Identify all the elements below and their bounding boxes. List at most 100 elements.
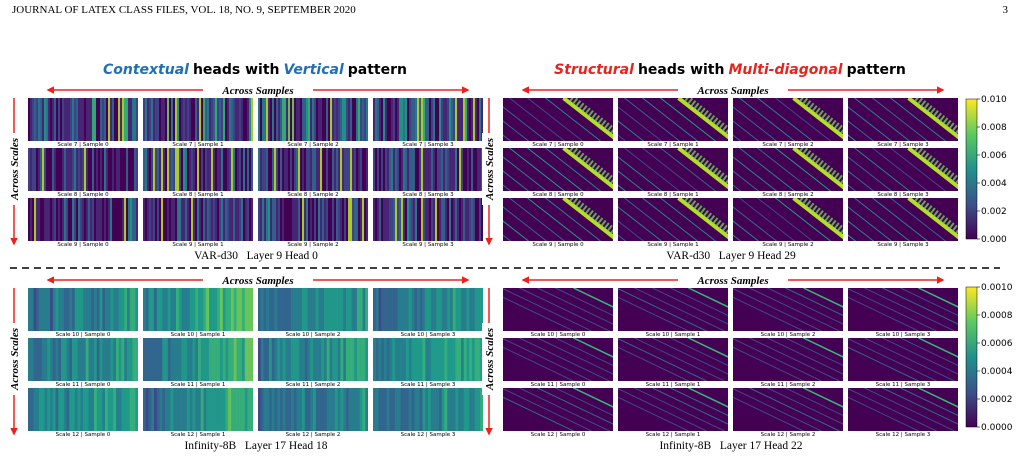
heatmap-stripe (403, 338, 407, 381)
heatmap-stripe (145, 288, 149, 331)
heatmap-stripe (313, 338, 317, 381)
heatmap-stripe (393, 198, 396, 241)
heatmap-stripe (170, 288, 174, 331)
heatmap-stripe (423, 98, 426, 141)
subplot-label: Scale 7 | Sample 2 (762, 142, 813, 148)
heatmap-diagonal (642, 98, 698, 141)
heatmap-stripe (286, 198, 289, 241)
heatmap-stripe (266, 148, 269, 191)
heatmap-stripe (80, 148, 83, 191)
heatmap-stripe (203, 148, 206, 191)
heatmap-stripe (173, 388, 177, 431)
heatmap-stripe (96, 198, 99, 241)
heatmap-stripe (383, 198, 386, 241)
heatmap-stripe (44, 148, 47, 191)
heatmap-stripe (72, 288, 76, 331)
heatmap-stripe (302, 288, 306, 331)
heatmap-diagonal (918, 288, 958, 308)
heatmap-stripe (313, 388, 317, 431)
heatmap-stripe (408, 388, 412, 431)
heatmap-stripe (243, 198, 246, 241)
heatmap-stripe (213, 148, 216, 191)
heatmap-diagonal (670, 288, 728, 317)
heatmap-stripe (387, 148, 390, 191)
heatmap-stripe (264, 98, 267, 141)
heatmap-stripe (200, 388, 204, 431)
heatmap-stripe (228, 288, 232, 331)
heatmap (618, 288, 728, 331)
heatmap-stripe (63, 388, 67, 431)
heatmap-stripe (348, 148, 351, 191)
heatmap-stripe (316, 148, 319, 191)
heatmap-stripe (447, 288, 451, 331)
heatmap-stripe (472, 338, 476, 381)
heatmap-stripe (165, 198, 168, 241)
heatmap-stripe (181, 338, 185, 381)
heatmap-stripe (405, 98, 408, 141)
heatmap-stripe (44, 288, 48, 331)
heatmap-stripe (239, 98, 242, 141)
heatmap-stripe (360, 98, 363, 141)
heatmap-stripe (399, 198, 402, 241)
heatmap-stripe (176, 388, 180, 431)
heatmap-stripe (336, 198, 339, 241)
subplot-label: Scale 12 | Sample 0 (531, 432, 586, 438)
heatmap-stripe (348, 288, 352, 331)
heatmap-label-band (733, 191, 843, 197)
heatmap-stripe (145, 98, 148, 141)
heatmap-stripe (383, 98, 386, 141)
heatmap-stripe (306, 98, 309, 141)
heatmap-stripe (337, 288, 341, 331)
heatmap-stripe (132, 198, 135, 241)
heatmap-stripe (70, 148, 73, 191)
heatmap-stripe (116, 288, 120, 331)
heatmap-stripe (276, 98, 279, 141)
heatmap-diagonal (618, 120, 644, 141)
heatmap-diagonal (854, 98, 910, 141)
heatmap-stripe (350, 98, 353, 141)
heatmap-stripe (465, 148, 468, 191)
heatmap-stripe (52, 198, 55, 241)
heatmap (258, 98, 368, 141)
heatmap (618, 338, 728, 381)
heatmap-stripe (381, 198, 384, 241)
heatmap-stripe (467, 148, 470, 191)
heatmap-stripe (338, 198, 341, 241)
heatmap-label-band (143, 331, 253, 337)
heatmap-stripe (307, 388, 311, 431)
heatmap-stripe (411, 198, 414, 241)
heatmap-stripe (251, 98, 253, 141)
heatmap-stripe (346, 98, 349, 141)
heatmap-stripe (282, 288, 286, 331)
heatmap-stripe (375, 338, 379, 381)
heatmap-stripe (366, 198, 368, 241)
heatmap-stripe (360, 198, 363, 241)
heatmap-stripe (28, 148, 31, 191)
heatmap-stripe (102, 148, 105, 191)
heatmap-stripe (318, 338, 322, 381)
heatmap-stripe (320, 98, 323, 141)
heatmap-stripe (106, 198, 109, 241)
heatmap-stripe (373, 198, 376, 241)
heatmap-diagonal (537, 388, 613, 425)
heatmap-stripe (268, 98, 271, 141)
heatmap-stripe (362, 338, 366, 381)
heatmap-stripe (69, 288, 73, 331)
heatmap-stripe (173, 338, 177, 381)
panel-title: Contextual heads with Vertical pattern (103, 62, 407, 78)
heatmap-stripe (408, 338, 412, 381)
heatmap-stripe (127, 338, 131, 381)
heatmap-stripe (193, 198, 196, 241)
heatmap-stripe (157, 148, 160, 191)
heatmap-stripe (284, 198, 287, 241)
heatmap-label-band (733, 241, 843, 247)
subplot-label: Scale 12 | Sample 2 (286, 432, 341, 438)
heatmap-stripe (395, 198, 398, 241)
heatmap-stripe (72, 388, 76, 431)
heatmap-stripe (40, 148, 43, 191)
colorbar-tick-label: 0.0002 (981, 395, 1013, 405)
heatmap-stripe (417, 338, 421, 381)
heatmap-label-band (848, 431, 958, 437)
heatmap-stripe (143, 388, 147, 431)
heatmap-stripe (28, 198, 31, 241)
